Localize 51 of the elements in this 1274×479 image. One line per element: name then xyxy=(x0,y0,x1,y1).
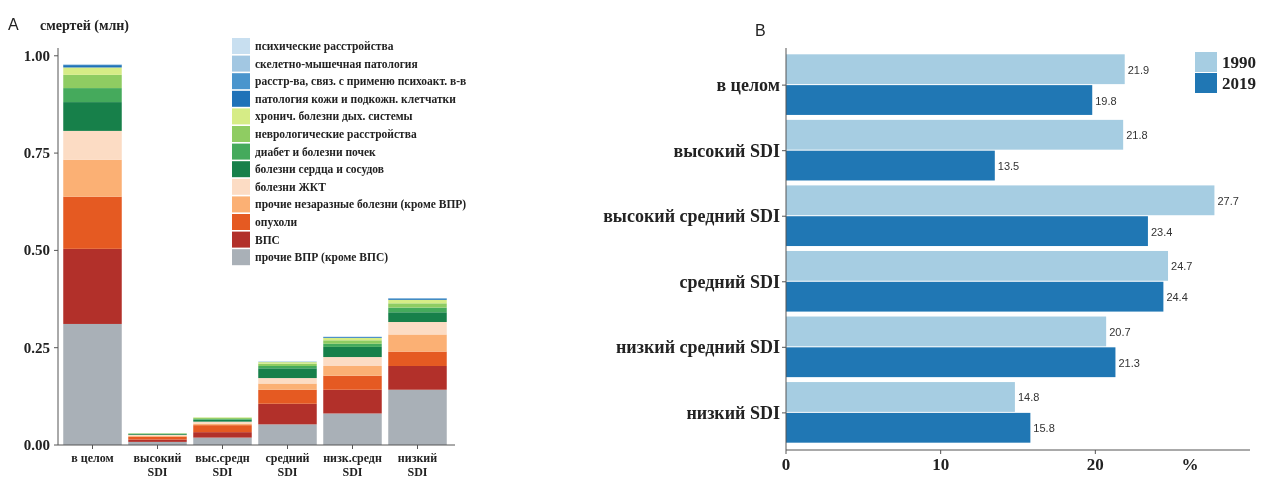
data-label: 14.8 xyxy=(1017,391,1040,404)
legend-label: прочие ВПР (кроме ВПС) xyxy=(255,251,389,265)
chart-title: B xyxy=(755,22,766,39)
legend-label: опухоли xyxy=(255,216,298,229)
data-label: 24.4 xyxy=(1166,291,1188,304)
y-tick-label: 1.00 xyxy=(23,47,50,64)
y-tick-label: 0.50 xyxy=(23,242,50,259)
data-label: 13.5 xyxy=(997,160,1020,173)
x-tick-label: 0 xyxy=(781,455,791,474)
x-tick-label: низк.средн SDI xyxy=(323,451,382,479)
y-tick-label: 0.25 xyxy=(23,339,50,356)
data-label: 19.8 xyxy=(1095,94,1117,107)
legend-label: патология кожи и подкожн. клетчатки xyxy=(255,92,457,105)
legend-label: диабет и болезни почек xyxy=(255,145,377,158)
y-tick-label: в целом xyxy=(716,75,780,96)
legend-label: прочие незаразные болезни (кроме ВПР) xyxy=(255,198,467,212)
legend-label: 2019 xyxy=(1222,73,1256,93)
x-tick-label: низкий SDI xyxy=(397,451,438,479)
legend-label: неврологические расстройства xyxy=(255,128,417,141)
y-tick-label: средний SDI xyxy=(679,271,780,292)
y-tick-label: 0.75 xyxy=(23,145,50,162)
data-label: 21.8 xyxy=(1126,129,1148,142)
legend-label: ВПС xyxy=(255,233,280,246)
legend-label: расстр-ва, связ. с применю психоакт. в-в xyxy=(255,75,467,89)
data-label: 20.7 xyxy=(1109,325,1131,338)
data-label: 24.7 xyxy=(1171,260,1193,273)
legend-label: болезни сердца и сосудов xyxy=(255,163,384,177)
data-label: 21.3 xyxy=(1118,356,1140,369)
x-tick-label: средний SDI xyxy=(265,451,310,479)
x-tick-label: 10 xyxy=(932,455,950,474)
legend-label: 1990 xyxy=(1222,52,1256,72)
x-axis-title: % xyxy=(1181,455,1199,474)
data-label: 23.4 xyxy=(1150,225,1173,238)
chart-title: A xyxy=(8,16,19,33)
legend-label: скелетно-мышечная патология xyxy=(255,57,418,70)
x-tick-label: выс.средн SDI xyxy=(195,451,250,479)
y-axis-title: смертей (млн) xyxy=(40,18,130,34)
y-tick-label: высокий SDI xyxy=(673,140,780,161)
x-tick-label: в целом xyxy=(71,451,114,465)
x-tick-label: 20 xyxy=(1086,455,1104,474)
data-label: 27.7 xyxy=(1217,194,1239,207)
legend-label: хронич. болезни дых. системы xyxy=(255,110,413,124)
data-label: 21.9 xyxy=(1127,63,1150,76)
y-tick-label: 0.00 xyxy=(23,437,50,453)
legend-label: психические расстройства xyxy=(255,40,394,53)
legend-label: болезни ЖКТ xyxy=(255,180,327,193)
data-label: 15.8 xyxy=(1033,422,1055,435)
y-tick-label: высокий средний SDI xyxy=(603,206,780,227)
y-tick-label: низкий средний SDI xyxy=(615,337,780,358)
y-tick-label: низкий SDI xyxy=(686,402,780,423)
x-tick-label: высокий SDI xyxy=(133,451,182,479)
